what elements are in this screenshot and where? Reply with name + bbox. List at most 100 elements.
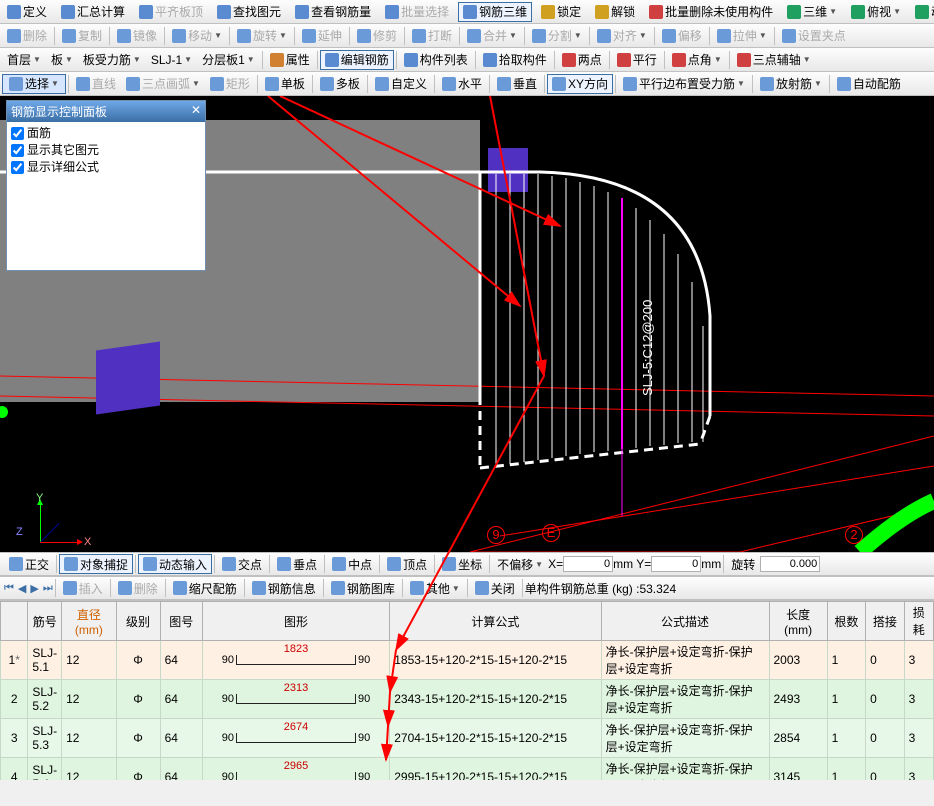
th-2[interactable]: 直径 (mm) bbox=[62, 602, 116, 641]
cell-lap[interactable]: 0 bbox=[866, 758, 904, 781]
rebar-table-wrap[interactable]: 筋号直径 (mm)级别图号图形计算公式公式描述长度(mm)根数搭接损耗 1* S… bbox=[0, 600, 934, 780]
btn-旋转[interactable]: 旋转 bbox=[232, 26, 292, 46]
btn-钢筋三维[interactable]: 钢筋三维 bbox=[458, 2, 532, 22]
btn-删除[interactable]: 删除 bbox=[2, 26, 52, 46]
btn-查看钢筋量[interactable]: 查看钢筋量 bbox=[290, 2, 376, 22]
combo-2[interactable]: 板受力筋 bbox=[78, 50, 146, 70]
btn-放射筋[interactable]: 放射筋 bbox=[755, 74, 827, 94]
cell-loss[interactable]: 3 bbox=[904, 758, 933, 781]
cell-shape[interactable]: 90296590 bbox=[202, 758, 389, 781]
th-3[interactable]: 级别 bbox=[116, 602, 160, 641]
cell-n[interactable]: 1 bbox=[827, 719, 865, 758]
btn-批量选择[interactable]: 批量选择 bbox=[380, 2, 454, 22]
btn-构件列表[interactable]: 构件列表 bbox=[399, 50, 473, 70]
th-11[interactable]: 损耗 bbox=[904, 602, 933, 641]
btn-钢筋图库[interactable]: 钢筋图库 bbox=[326, 578, 400, 598]
coord-x-input[interactable] bbox=[563, 556, 613, 572]
btn-矩形[interactable]: 矩形 bbox=[205, 74, 255, 94]
btn-平行边布置受力筋[interactable]: 平行边布置受力筋 bbox=[618, 74, 750, 94]
cell-lap[interactable]: 0 bbox=[866, 641, 904, 680]
rotate-input[interactable] bbox=[760, 556, 820, 572]
btn-拾取构件[interactable]: 拾取构件 bbox=[478, 50, 552, 70]
btn-垂直[interactable]: 垂直 bbox=[492, 74, 542, 94]
cell-grade[interactable]: Φ bbox=[116, 680, 160, 719]
btn-汇总计算[interactable]: 汇总计算 bbox=[56, 2, 130, 22]
btn-合并[interactable]: 合并 bbox=[462, 26, 522, 46]
btn-自动配筋[interactable]: 自动配筋 bbox=[832, 74, 906, 94]
cell-diam[interactable]: 12 bbox=[62, 680, 116, 719]
row-index[interactable]: 1* bbox=[1, 641, 28, 680]
btn-交点[interactable]: 交点 bbox=[217, 554, 267, 574]
cell-no[interactable]: SLJ-5.3 bbox=[28, 719, 62, 758]
row-index[interactable]: 4 bbox=[1, 758, 28, 781]
th-6[interactable]: 计算公式 bbox=[390, 602, 601, 641]
cell-pic[interactable]: 64 bbox=[160, 680, 202, 719]
combo-4[interactable]: 分层板1 bbox=[197, 50, 260, 70]
panel-item-2[interactable]: 显示详细公式 bbox=[11, 158, 201, 175]
table-row[interactable]: 4 SLJ-5.4 12 Φ 64 90296590 2995-15+120-2… bbox=[1, 758, 934, 781]
cell-pic[interactable]: 64 bbox=[160, 758, 202, 781]
btn-顶点[interactable]: 顶点 bbox=[382, 554, 432, 574]
th-8[interactable]: 长度(mm) bbox=[769, 602, 827, 641]
th-1[interactable]: 筋号 bbox=[28, 602, 62, 641]
cell-shape[interactable]: 90182390 bbox=[202, 641, 389, 680]
cell-desc[interactable]: 净长-保护层+设定弯折-保护层+设定弯折 bbox=[601, 758, 769, 781]
panel-check-2[interactable] bbox=[11, 161, 24, 174]
th-0[interactable] bbox=[1, 602, 28, 641]
cell-grade[interactable]: Φ bbox=[116, 758, 160, 781]
btn-其他[interactable]: 其他 bbox=[405, 578, 465, 598]
rebar-table[interactable]: 筋号直径 (mm)级别图号图形计算公式公式描述长度(mm)根数搭接损耗 1* S… bbox=[0, 601, 934, 780]
btn-分割[interactable]: 分割 bbox=[527, 26, 587, 46]
btn-多板[interactable]: 多板 bbox=[315, 74, 365, 94]
th-10[interactable]: 搭接 bbox=[866, 602, 904, 641]
nav-last[interactable]: ⏭ bbox=[43, 582, 53, 595]
cell-n[interactable]: 1 bbox=[827, 641, 865, 680]
btn-批量删除未使用构件[interactable]: 批量删除未使用构件 bbox=[644, 2, 778, 22]
cell-shape[interactable]: 90267490 bbox=[202, 719, 389, 758]
cell-loss[interactable]: 3 bbox=[904, 719, 933, 758]
cell-lap[interactable]: 0 bbox=[866, 680, 904, 719]
nav-buttons[interactable]: ⏮◀▶⏭ bbox=[4, 582, 53, 595]
cell-grade[interactable]: Φ bbox=[116, 719, 160, 758]
btn-属性[interactable]: 属性 bbox=[265, 50, 315, 70]
btn-拉伸[interactable]: 拉伸 bbox=[712, 26, 772, 46]
panel-item-1[interactable]: 显示其它图元 bbox=[11, 141, 201, 158]
btn-移动[interactable]: 移动 bbox=[167, 26, 227, 46]
btn-钢筋信息[interactable]: 钢筋信息 bbox=[247, 578, 321, 598]
btn-镜像[interactable]: 镜像 bbox=[112, 26, 162, 46]
panel-item-0[interactable]: 面筋 bbox=[11, 124, 201, 141]
btn-复制[interactable]: 复制 bbox=[57, 26, 107, 46]
cell-pic[interactable]: 64 bbox=[160, 719, 202, 758]
btn-延伸[interactable]: 延伸 bbox=[297, 26, 347, 46]
cell-formula[interactable]: 2704-15+120-2*15-15+120-2*15 bbox=[390, 719, 601, 758]
cell-desc[interactable]: 净长-保护层+设定弯折-保护层+设定弯折 bbox=[601, 641, 769, 680]
combo-1[interactable]: 板 bbox=[46, 50, 78, 70]
btn-正交[interactable]: 正交 bbox=[4, 554, 54, 574]
panel-title-bar[interactable]: 钢筋显示控制面板 ✕ bbox=[7, 101, 205, 122]
th-5[interactable]: 图形 bbox=[202, 602, 389, 641]
cell-len[interactable]: 2854 bbox=[769, 719, 827, 758]
cell-loss[interactable]: 3 bbox=[904, 680, 933, 719]
table-row[interactable]: 1* SLJ-5.1 12 Φ 64 90182390 1853-15+120-… bbox=[1, 641, 934, 680]
btn-对象捕捉[interactable]: 对象捕捉 bbox=[59, 554, 133, 574]
btn-三维[interactable]: 三维 bbox=[782, 2, 842, 22]
cell-grade[interactable]: Φ bbox=[116, 641, 160, 680]
btn-两点[interactable]: 两点 bbox=[557, 50, 607, 70]
cell-len[interactable]: 2003 bbox=[769, 641, 827, 680]
btn-水平[interactable]: 水平 bbox=[437, 74, 487, 94]
cell-pic[interactable]: 64 bbox=[160, 641, 202, 680]
btn-关闭[interactable]: 关闭 bbox=[470, 578, 520, 598]
cell-no[interactable]: SLJ-5.4 bbox=[28, 758, 62, 781]
offset-combo[interactable]: 不偏移 bbox=[492, 554, 548, 574]
btn-缩尺配筋[interactable]: 缩尺配筋 bbox=[168, 578, 242, 598]
btn-动态输入[interactable]: 动态输入 bbox=[138, 554, 212, 574]
btn-XY方向[interactable]: XY方向 bbox=[547, 74, 613, 94]
cell-desc[interactable]: 净长-保护层+设定弯折-保护层+设定弯折 bbox=[601, 719, 769, 758]
row-index[interactable]: 3 bbox=[1, 719, 28, 758]
btn-动态观[interactable]: 动态观 bbox=[910, 2, 934, 22]
btn-锁定[interactable]: 锁定 bbox=[536, 2, 586, 22]
btn-单板[interactable]: 单板 bbox=[260, 74, 310, 94]
btn-查找图元[interactable]: 查找图元 bbox=[212, 2, 286, 22]
row-index[interactable]: 2 bbox=[1, 680, 28, 719]
btn-插入[interactable]: 插入 bbox=[58, 578, 108, 598]
